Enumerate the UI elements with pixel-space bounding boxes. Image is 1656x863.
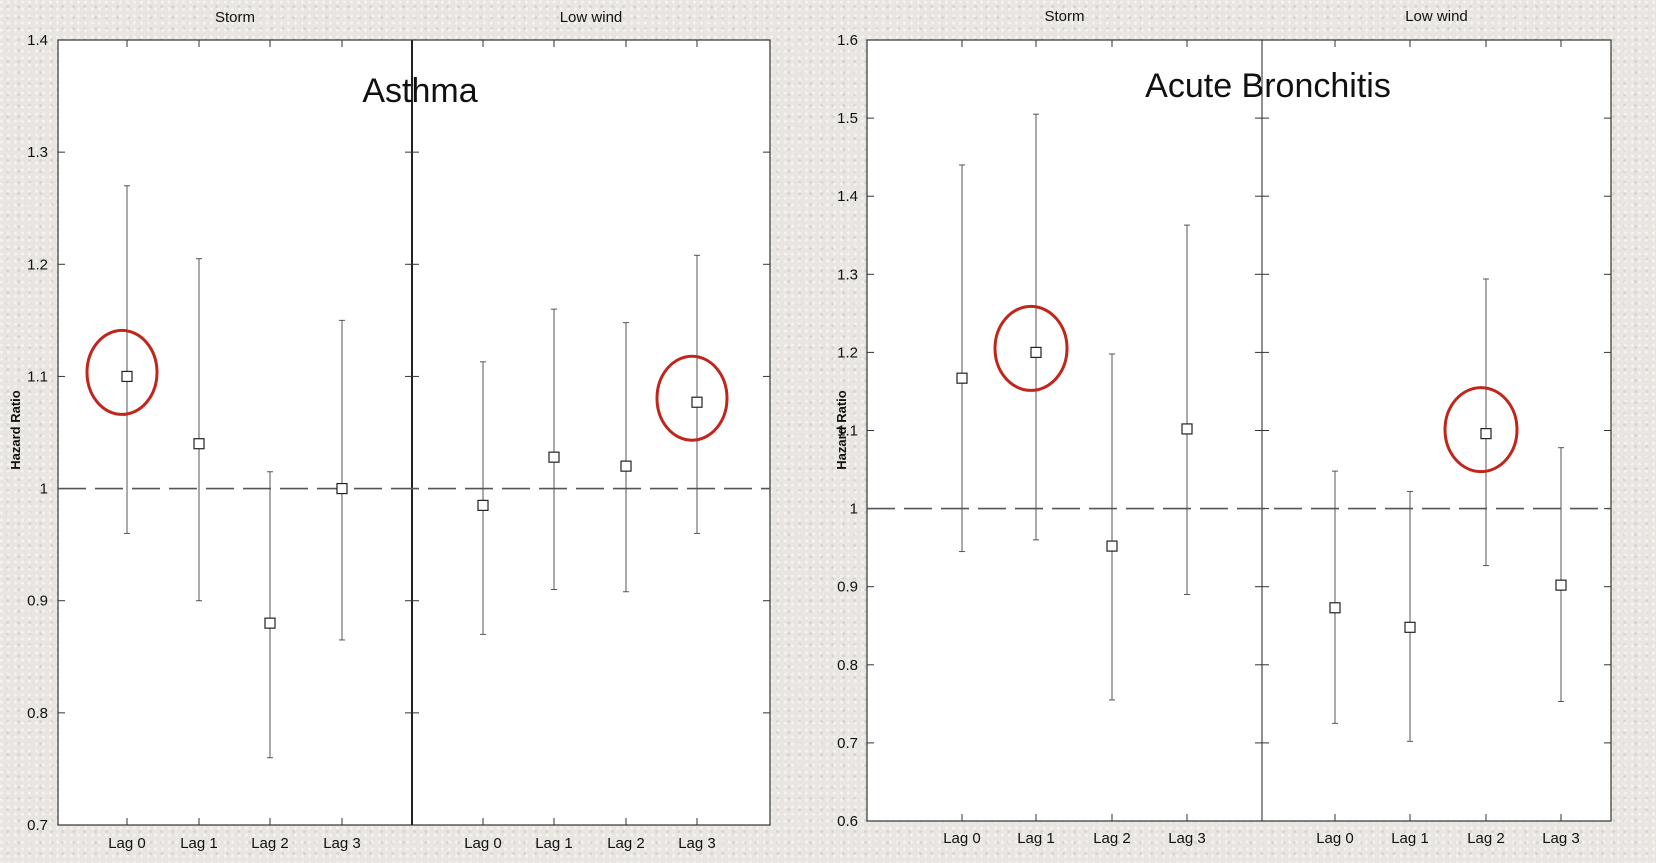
point-estimate-marker: [336, 482, 348, 495]
y-tick-label: 0.9: [27, 593, 48, 610]
y-tick-label: 1.5: [837, 110, 858, 127]
y-tick-label: 0.6: [837, 813, 858, 830]
chart-title: Asthma: [362, 72, 477, 110]
x-tick-label: Lag 1: [535, 835, 573, 852]
x-tick-label: Lag 0: [464, 835, 502, 852]
point-estimate-marker: [1181, 423, 1193, 435]
point-estimate-marker: [956, 372, 968, 384]
y-tick-label: 0.7: [837, 735, 858, 752]
x-tick-label: Lag 2: [1093, 830, 1131, 847]
y-tick-label: 1.3: [27, 144, 48, 161]
y-axis-label: Hazard Ratio: [8, 390, 23, 470]
point-estimate-marker: [477, 499, 489, 511]
y-tick-label: 1.3: [837, 266, 858, 283]
panel-title: Low wind: [1405, 8, 1468, 25]
y-tick-label: 1.4: [27, 32, 48, 49]
panel-title: Storm: [215, 9, 255, 26]
y-tick-label: 1.4: [837, 188, 858, 205]
x-tick-label: Lag 3: [1168, 830, 1206, 847]
y-tick-label: 1: [40, 481, 48, 498]
highlight-circle: [993, 304, 1069, 392]
acute-bronchitis-chart: 0.6 0.7 0.8 0.9 1 1.1 1.2 1.3 1.4 1.5 1.6 Acute Bro…: [834, 8, 1612, 847]
x-tick-label: Lag 3: [1542, 830, 1580, 847]
y-tick-label: 0.7: [27, 817, 48, 834]
point-estimate-marker: [1404, 621, 1416, 633]
highlight-circle: [1443, 386, 1519, 474]
plot-area-asthma: [58, 40, 770, 825]
x-tick-label: Lag 0: [108, 835, 146, 852]
y-tick-label: 1.2: [27, 256, 48, 273]
y-tick-label: 0.8: [27, 705, 48, 722]
x-tick-label: Lag 2: [1467, 830, 1505, 847]
point-estimate-marker: [264, 617, 276, 629]
y-axis-label: Hazard Ratio: [834, 390, 849, 470]
x-tick-label: Lag 1: [180, 835, 218, 852]
highlight-circle: [85, 328, 159, 416]
x-tick-label: Lag 2: [607, 835, 645, 852]
y-tick-label: 1.2: [837, 344, 858, 361]
x-tick-label: Lag 2: [251, 835, 289, 852]
chart-title: Acute Bronchitis: [1145, 67, 1391, 105]
x-tick-label: Lag 0: [1316, 830, 1354, 847]
asthma-chart: 0.7 0.8 0.9 1 1.1 1.2 1.3 1.4 Asthma Hazard Ratio…: [8, 9, 771, 852]
y-tick-label: 1.1: [27, 368, 48, 385]
highlight-circle: [655, 354, 729, 442]
x-tick-label: Lag 3: [323, 835, 361, 852]
y-tick-label: 1.6: [837, 32, 858, 49]
point-estimate-marker: [1480, 428, 1492, 440]
x-tick-label: Lag 1: [1391, 830, 1429, 847]
point-estimate-marker: [193, 438, 205, 450]
point-estimate-marker: [1030, 346, 1042, 358]
x-tick-label: Lag 1: [1017, 830, 1055, 847]
plot-area-acute-bronchitis: [867, 40, 1611, 821]
point-estimate-marker: [548, 451, 560, 463]
y-tick-label: 0.8: [837, 657, 858, 674]
y-tick-label: 1: [850, 501, 858, 518]
y-tick-label: 1.1: [837, 423, 858, 440]
panel-title: Low wind: [560, 9, 623, 26]
x-tick-label: Lag 0: [943, 830, 981, 847]
point-estimate-marker: [1329, 602, 1341, 614]
point-estimate-marker: [1555, 579, 1567, 591]
point-estimate-marker: [691, 396, 703, 408]
y-tick-label: 0.9: [837, 579, 858, 596]
point-estimate-marker: [620, 460, 632, 472]
point-estimate-marker: [1106, 540, 1118, 552]
point-estimate-marker: [121, 370, 133, 383]
panel-title: Storm: [1044, 8, 1084, 25]
x-tick-label: Lag 3: [678, 835, 716, 852]
